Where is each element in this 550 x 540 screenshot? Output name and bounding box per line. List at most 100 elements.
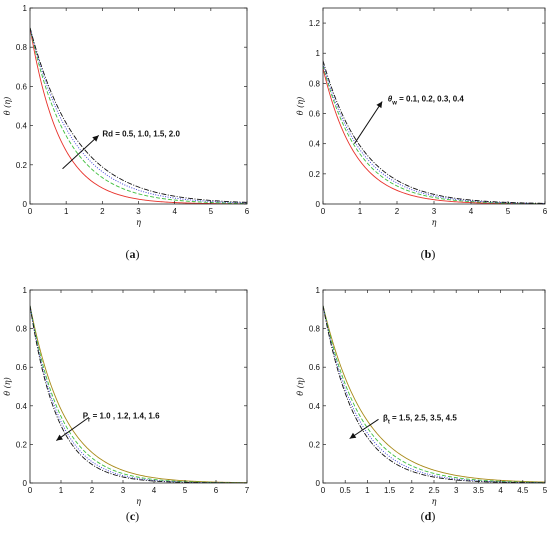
y-tick-label: 0.4 [16,122,28,131]
y-tick-label: 1 [316,286,321,295]
y-axis-label: θ (η) [3,97,12,115]
annotation-arrowhead [376,101,383,109]
series-line-2 [323,65,545,204]
x-tick-label: 0 [28,486,33,495]
x-axis-label: η [432,497,437,506]
y-tick-label: 0.8 [16,325,28,334]
series-line-4 [30,305,247,483]
y-tick-label: 0.2 [309,440,321,449]
x-tick-label: 2.5 [428,486,440,495]
x-tick-label: 4.5 [517,486,529,495]
series-line-3 [30,305,247,483]
y-tick-label: 0.6 [309,110,321,119]
y-tick-label: 0.6 [16,363,28,372]
panel-d: 0 0.5 1 1.5 2 2.5 3 3.5 4 4.5 5 0 0.2 0.4 0.6 0.8 1 η θ (η… [296,286,548,523]
x-tick-label: 6 [543,207,548,216]
x-tick-label: 6 [214,486,219,495]
series-line-4 [323,60,545,204]
x-tick-label: 1 [64,207,69,216]
series-line-3 [323,305,545,483]
x-tick-label: 3 [136,207,141,216]
x-tick-label: 2 [100,207,105,216]
plot-frame [322,7,546,205]
x-tick-label: 6 [245,207,250,216]
plot-frame [322,289,546,484]
y-tick-label: 0.6 [16,82,28,91]
x-tick-label: 3 [121,486,126,495]
annotation-arrowhead [56,434,63,441]
x-tick-label: 1 [358,207,363,216]
series-group [30,305,247,483]
annotation-arrowhead [92,135,99,142]
series-group [30,27,247,204]
plot-frame [29,7,248,205]
y-tick-label: 0.2 [309,170,321,179]
x-axis-label: η [432,218,437,227]
x-tick-label: 1 [59,486,64,495]
x-tick-label: 4 [469,207,474,216]
series-line-2 [30,27,247,204]
series-line-4 [30,27,247,203]
series-group [323,60,545,204]
series-line-3 [323,63,545,204]
series-line-4 [323,305,545,483]
y-tick-label: 0 [23,200,28,209]
y-tick-label: 0.8 [16,43,28,52]
x-tick-label: 4 [172,207,177,216]
y-tick-label: 0 [316,200,321,209]
x-tick-label: 1.5 [384,486,396,495]
series-line-1 [30,305,247,483]
x-tick-label: 2 [410,486,415,495]
y-tick-label: 0 [316,479,321,488]
series-group [323,305,545,483]
panel-c: 0 1 2 3 4 5 6 7 0 0.2 0.4 0.6 0.8 1 η θ (η) Pr = 1.0 , 1… [3,286,250,523]
x-tick-label: 3 [454,486,459,495]
annotation-label: θw = 0.1, 0.2, 0.3, 0.4 [388,94,465,106]
annotation-arrow [56,416,90,441]
x-tick-label: 2 [90,486,95,495]
y-axis-label: θ (η) [3,377,12,395]
y-tick-label: 0.2 [16,440,28,449]
x-tick-label: 4 [152,486,157,495]
series-line-3 [30,27,247,204]
annotation-arrowhead [349,432,357,439]
x-tick-label: 0 [321,207,326,216]
y-tick-label: 0 [23,479,28,488]
annotation-label: Rd = 0.5, 1.0, 1.5, 2.0 [102,129,180,138]
y-tick-label: 1 [23,4,28,13]
y-tick-label: 0.2 [16,161,28,170]
y-axis-label: θ (η) [296,377,305,395]
x-tick-label: 0 [28,207,33,216]
x-tick-label: 0.5 [340,486,352,495]
y-tick-label: 0.4 [309,140,321,149]
series-line-1 [323,305,545,483]
annotation-arrow [354,101,383,144]
x-tick-label: 0 [321,486,326,495]
x-tick-label: 5 [183,486,188,495]
y-tick-label: 0.8 [309,325,321,334]
y-tick-label: 0.8 [309,79,321,88]
y-axis-label: θ (η) [296,97,305,115]
y-tick-label: 0.4 [309,402,321,411]
annotation-label: Pr = 1.0 , 1.2, 1.4, 1.6 [83,411,160,423]
series-line-2 [323,305,545,483]
y-tick-label: 1.2 [309,19,321,28]
panel-label: (c) [126,509,139,523]
x-tick-label: 3 [432,207,437,216]
y-tick-label: 1 [316,49,321,58]
panel-label: (a) [126,247,140,261]
y-tick-label: 0.4 [16,402,28,411]
annotation-label: βt = 1.5, 2.5, 3.5, 4.5 [383,413,457,425]
series-line-1 [323,68,545,204]
annotation-arrow [62,135,100,170]
x-axis-label: η [136,218,141,227]
x-tick-label: 5 [506,207,511,216]
panel-b: 0 1 2 3 4 5 6 0 0.2 0.4 0.6 0.8 1 1.2 η θ (η) θw = 0.1, … [296,7,548,261]
panel-a: 0 1 2 3 4 5 6 0 0.2 0.4 0.6 0.8 1 η θ (η) Rd = 0.5, 1.0… [3,4,250,261]
x-tick-label: 7 [245,486,250,495]
y-tick-label: 0.6 [309,363,321,372]
x-tick-label: 1 [365,486,370,495]
y-tick-label: 1 [23,286,28,295]
plot-frame [29,289,248,484]
